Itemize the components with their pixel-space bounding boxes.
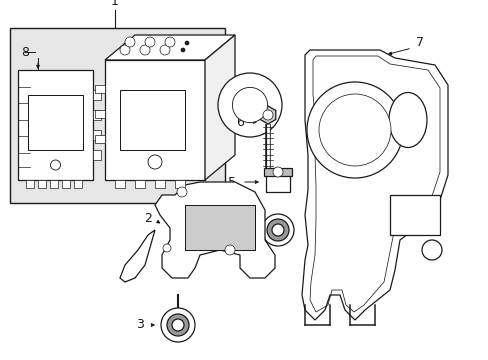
Bar [28, 95, 83, 150]
Circle shape [271, 224, 284, 236]
Bar [38, 180, 46, 188]
Circle shape [218, 73, 282, 137]
Bar [50, 180, 58, 188]
Circle shape [167, 314, 189, 336]
Bar [389, 195, 439, 235]
Circle shape [163, 244, 171, 252]
Bar [95, 135, 105, 143]
Circle shape [125, 37, 135, 47]
Bar [93, 110, 101, 120]
Bar [95, 85, 105, 93]
Bar [175, 180, 184, 188]
Polygon shape [105, 35, 235, 60]
Polygon shape [120, 230, 155, 282]
Circle shape [224, 245, 235, 255]
Polygon shape [260, 106, 275, 124]
Circle shape [232, 87, 267, 123]
Bar [105, 60, 204, 180]
Text: 8: 8 [21, 45, 29, 58]
Circle shape [177, 187, 186, 197]
Circle shape [421, 240, 441, 260]
Circle shape [120, 45, 130, 55]
Bar [93, 90, 101, 100]
Polygon shape [302, 50, 447, 320]
Circle shape [50, 160, 61, 170]
Bar [264, 168, 291, 176]
Circle shape [263, 110, 272, 120]
Bar [62, 180, 70, 188]
Bar [115, 180, 125, 188]
Bar [95, 110, 105, 118]
Circle shape [148, 155, 162, 169]
Circle shape [184, 41, 189, 45]
Circle shape [272, 167, 283, 177]
Text: 4: 4 [227, 224, 235, 237]
Text: 7: 7 [415, 36, 423, 49]
Bar [93, 130, 101, 140]
Bar [184, 205, 254, 250]
Circle shape [181, 48, 184, 52]
Circle shape [318, 94, 390, 166]
Circle shape [306, 82, 402, 178]
Text: 6: 6 [236, 116, 244, 129]
Circle shape [266, 219, 288, 241]
Text: 5: 5 [227, 175, 236, 189]
Circle shape [164, 37, 175, 47]
Bar [265, 174, 289, 192]
Polygon shape [155, 182, 274, 278]
Text: 2: 2 [144, 211, 152, 225]
Circle shape [145, 37, 155, 47]
Bar [26, 180, 34, 188]
Circle shape [161, 308, 195, 342]
Bar [10, 28, 224, 203]
Bar [135, 180, 145, 188]
Ellipse shape [388, 93, 426, 148]
Bar [155, 180, 164, 188]
Bar [18, 70, 93, 180]
Text: 1: 1 [111, 0, 119, 8]
Bar [93, 150, 101, 160]
Circle shape [262, 214, 293, 246]
Bar [74, 180, 82, 188]
Circle shape [160, 45, 170, 55]
Bar [120, 90, 184, 150]
Text: 3: 3 [136, 319, 143, 332]
Polygon shape [204, 35, 235, 180]
Circle shape [140, 45, 150, 55]
Circle shape [172, 319, 183, 331]
